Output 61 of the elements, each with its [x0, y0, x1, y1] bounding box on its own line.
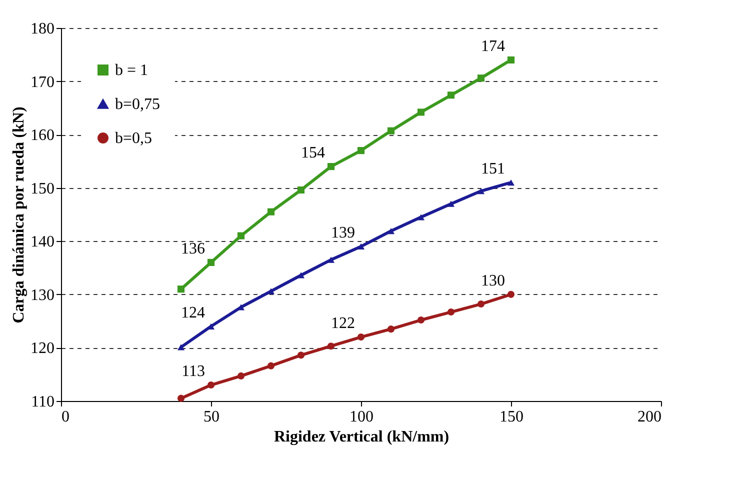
data-label: 136: [181, 240, 205, 258]
point: [417, 316, 425, 324]
x-tick-label: 0: [62, 408, 70, 426]
point: [387, 127, 395, 134]
y-tick-label: 110: [31, 394, 54, 410]
point: [177, 286, 185, 293]
point: [327, 163, 335, 170]
point: [417, 108, 425, 116]
point: [267, 208, 275, 216]
data-label: 154: [301, 144, 325, 162]
point: [207, 258, 215, 266]
data-label: 130: [481, 272, 505, 290]
point: [237, 232, 245, 240]
data-label: 174: [481, 38, 505, 55]
point: [447, 308, 455, 316]
data-label: 124: [181, 304, 205, 322]
point: [327, 342, 335, 350]
point: [417, 214, 425, 220]
y-tick-label: 140: [30, 234, 54, 251]
x-tick-label: 100: [350, 408, 374, 426]
point: [477, 300, 485, 308]
point: [177, 394, 185, 402]
data-label: 113: [182, 363, 205, 380]
point: [357, 243, 365, 250]
x-axis-title: Rigidez Vertical (kN/mm): [274, 428, 450, 446]
point: [477, 188, 485, 194]
point: [507, 179, 515, 186]
point: [207, 381, 215, 389]
y-tick-label: 130: [30, 286, 54, 304]
data-label: 122: [331, 315, 355, 332]
point: [357, 334, 365, 341]
point: [267, 362, 275, 370]
legend-label: b=0,5: [115, 130, 152, 147]
point: [507, 56, 515, 64]
point: [177, 344, 185, 350]
point: [477, 74, 485, 82]
x-tick-label: 50: [204, 408, 220, 426]
data-label: 151: [481, 160, 505, 178]
point: [387, 326, 395, 333]
point: [237, 372, 245, 380]
point: [507, 290, 515, 298]
point: [297, 186, 305, 194]
x-tick-label: 200: [638, 408, 662, 426]
data-label: 139: [331, 224, 355, 242]
y-tick-label: 120: [30, 340, 54, 358]
legend-label: b = 1: [115, 62, 148, 79]
y-tick-label: 160: [30, 127, 54, 144]
y-axis-title: Carga dinámica por rueda (kN): [10, 106, 28, 324]
point: [297, 352, 305, 359]
legend-label: b=0,75: [115, 96, 160, 113]
point: [447, 200, 455, 207]
point: [267, 288, 275, 294]
point: [447, 92, 455, 99]
y-tick-label: 180: [30, 20, 54, 38]
y-tick-label: 150: [30, 180, 54, 198]
point: [387, 228, 395, 234]
y-tick-label: 170: [30, 74, 54, 91]
point: [297, 272, 305, 278]
x-tick-label: 150: [500, 408, 524, 426]
point: [357, 147, 365, 154]
point: [327, 256, 335, 263]
